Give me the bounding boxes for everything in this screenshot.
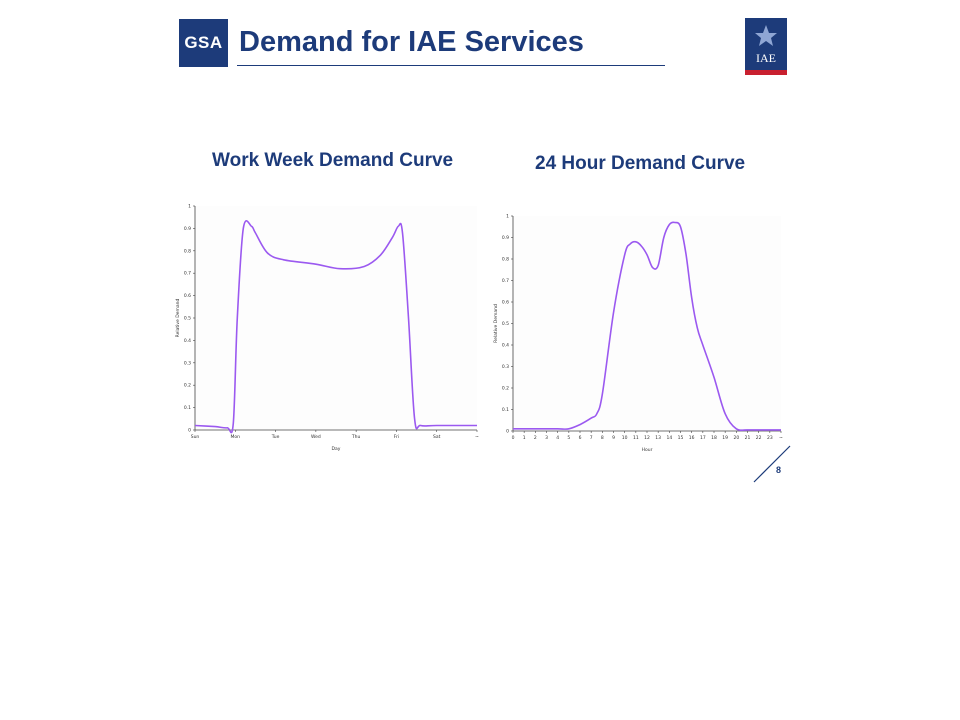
page-title: Demand for IAE Services xyxy=(239,26,584,58)
hour-x-tick-label: 19 xyxy=(722,435,728,441)
week-x-tick-label: Mon xyxy=(231,434,241,440)
week-x-tick-label: Fri xyxy=(394,434,399,440)
hour-x-tick-label: 22 xyxy=(756,435,762,441)
hour-y-tick-label: 0.9 xyxy=(502,235,509,241)
week-chart-heading: Work Week Demand Curve xyxy=(212,150,454,171)
week-x-tick-label: ~ xyxy=(475,435,479,440)
hour-series-line-0 xyxy=(513,221,781,432)
gsa-logo: GSA xyxy=(179,19,228,67)
hour-x-tick-label: 1 xyxy=(523,435,526,441)
hour-x-tick-label: 6 xyxy=(579,435,582,441)
page-number: 8 xyxy=(776,465,782,475)
hour-x-tick-label: 11 xyxy=(633,435,639,441)
iae-logo: IAE xyxy=(745,18,787,75)
week-y-axis-label: Relative Demand xyxy=(175,299,181,338)
week-y-tick-label: 0.9 xyxy=(184,226,191,232)
hour-y-tick-label: 0.4 xyxy=(502,343,509,349)
hour-y-tick-label: 0.5 xyxy=(502,321,509,327)
hour-y-tick-label: 0.1 xyxy=(502,407,509,413)
hour-y-tick-label: 0.3 xyxy=(502,364,509,370)
hour-x-tick-label: 2 xyxy=(534,435,537,441)
hour-x-tick-label: 15 xyxy=(678,435,684,441)
week-x-tick-label: Sat xyxy=(433,434,441,440)
hour-x-tick-label: 4 xyxy=(556,435,559,441)
hour-x-tick-label: 10 xyxy=(622,435,628,441)
hour-x-tick-label: 0 xyxy=(512,435,515,441)
hour-x-tick-label: 20 xyxy=(733,435,739,441)
hour-y-tick-label: 0 xyxy=(506,429,509,435)
hour-x-tick-label: ~ xyxy=(779,436,783,441)
star-icon xyxy=(755,25,777,46)
day-chart-heading: 24 Hour Demand Curve xyxy=(535,153,746,174)
hour-x-tick-label: 9 xyxy=(612,435,615,441)
iae-logo-text: IAE xyxy=(756,51,776,65)
hour-y-tick-label: 0.8 xyxy=(502,257,509,263)
hour-x-axis-label: Hour xyxy=(642,447,653,453)
hour-x-tick-label: 16 xyxy=(689,435,695,441)
hour-x-tick-label: 23 xyxy=(767,435,773,441)
week-y-tick-label: 0.3 xyxy=(184,360,191,366)
hour-y-tick-label: 1 xyxy=(506,214,509,220)
week-x-axis-label: Day xyxy=(332,446,341,452)
hour-y-tick-label: 0.2 xyxy=(502,386,509,392)
week-demand-chart: 0 0.1 0.2 0.3 0.4 0.5 0.6 0.7 0.8 0.9 1 Sun Mon Tue We… xyxy=(175,204,479,453)
title-underline xyxy=(237,65,665,66)
hour-y-tick-label: 0.7 xyxy=(502,278,509,284)
week-x-tick-label: Tue xyxy=(271,434,280,440)
week-y-tick-label: 0.7 xyxy=(184,271,191,277)
hour-x-tick-label: 8 xyxy=(601,435,604,441)
iae-logo-accent-bar xyxy=(745,70,787,75)
hour-x-tick-label: 18 xyxy=(711,435,717,441)
week-y-tick-label: 0.6 xyxy=(184,293,191,299)
hour-x-tick-label: 17 xyxy=(700,435,706,441)
week-y-tick-label: 1 xyxy=(188,204,191,210)
hour-x-tick-label: 5 xyxy=(567,435,570,441)
hour-x-tick-label: 3 xyxy=(545,435,548,441)
week-y-tick-label: 0.2 xyxy=(184,383,191,389)
week-series-line-0 xyxy=(194,219,477,434)
hour-plot-area xyxy=(513,216,781,431)
week-y-tick-label: 0.4 xyxy=(184,338,191,344)
week-y-tick-label: 0.1 xyxy=(184,405,191,411)
week-x-tick-label: Sun xyxy=(191,434,200,440)
week-x-tick-label: Wed xyxy=(311,434,321,440)
hour-y-tick-label: 0.6 xyxy=(502,300,509,306)
week-x-tick-label: Thu xyxy=(351,434,361,440)
week-y-tick-label: 0.5 xyxy=(184,316,191,322)
hour-y-axis-label: Relative Demand xyxy=(493,304,499,343)
hour-x-tick-label: 13 xyxy=(655,435,661,441)
hour-x-tick-label: 21 xyxy=(745,435,751,441)
hour-x-tick-label: 7 xyxy=(590,435,593,441)
hour-demand-chart: 00.10.20.30.40.50.60.70.80.910 1 2 3 4 5 6 7 8 9 1… xyxy=(493,214,783,454)
hour-x-tick-label: 14 xyxy=(666,435,672,441)
week-y-tick-label: 0.8 xyxy=(184,248,191,254)
week-y-tick-label: 0 xyxy=(188,428,191,434)
page-number-slash xyxy=(753,445,791,483)
hour-x-tick-label: 12 xyxy=(644,435,650,441)
